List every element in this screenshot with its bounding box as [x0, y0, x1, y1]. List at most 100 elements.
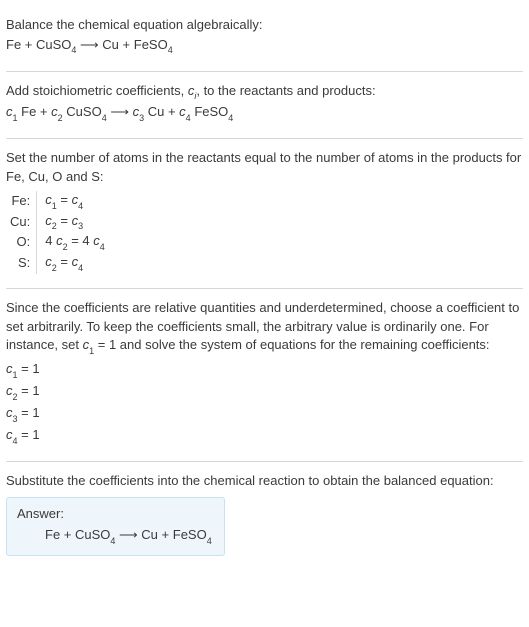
species-cuso: CuSO — [36, 37, 71, 52]
var-sub: 4 — [78, 201, 83, 211]
num-prefix: 4 — [82, 233, 93, 248]
divider — [6, 138, 523, 139]
intro-text: Balance the chemical equation algebraica… — [6, 16, 523, 35]
answer-label: Answer: — [17, 506, 212, 521]
atom-balance-text: Set the number of atoms in the reactants… — [6, 149, 523, 187]
section-solve: Since the coefficients are relative quan… — [6, 291, 523, 460]
text-part: , to the reactants and products: — [196, 83, 375, 98]
species-cuso: CuSO — [66, 104, 101, 119]
species-fe: Fe — [45, 527, 60, 542]
var-sub: 2 — [13, 392, 18, 402]
element-label: O: — [6, 232, 37, 253]
species-cu: Cu — [102, 37, 119, 52]
var-c: c — [93, 233, 100, 248]
coeff-c: c — [179, 104, 186, 119]
answer-equation: Fe + CuSO4 ⟶ Cu + FeSO4 — [17, 527, 212, 545]
subscript-4: 4 — [168, 45, 173, 55]
section-answer: Substitute the coefficients into the che… — [6, 464, 523, 567]
table-row: Cu: c2 = c3 — [6, 212, 109, 233]
subscript-4: 4 — [110, 536, 115, 546]
var-c: c — [45, 213, 52, 228]
atom-balance-table: Fe: c1 = c4 Cu: c2 = c3 O: 4 c2 = 4 c4 S… — [6, 191, 109, 274]
table-row: S: c2 = c4 — [6, 253, 109, 274]
coefficient-list: c1 = 1 c2 = 1 c3 = 1 c4 = 1 — [6, 359, 523, 447]
divider — [6, 71, 523, 72]
subscript-4: 4 — [207, 536, 212, 546]
coeff-line: c1 = 1 — [6, 359, 523, 381]
var-sub: 4 — [100, 242, 105, 252]
var-sub: 1 — [52, 201, 57, 211]
plus: + — [158, 527, 173, 542]
species-cu: Cu — [148, 104, 165, 119]
var-sub: 2 — [63, 242, 68, 252]
var-c: c — [56, 233, 63, 248]
page-container: Balance the chemical equation algebraica… — [0, 0, 529, 576]
var-sub: 2 — [52, 221, 57, 231]
var-sub: 3 — [13, 414, 18, 424]
species-fe: Fe — [21, 104, 36, 119]
value: = 1 — [18, 405, 40, 420]
arrow-icon: ⟶ — [115, 527, 141, 542]
arrow-icon: ⟶ — [107, 104, 133, 119]
stoich-text: Add stoichiometric coefficients, ci, to … — [6, 82, 523, 103]
var-c: c — [6, 427, 13, 442]
balance-eq: 4 c2 = 4 c4 — [37, 232, 109, 253]
species-fe: Fe — [6, 37, 21, 52]
var-sub: 1 — [13, 370, 18, 380]
divider — [6, 461, 523, 462]
coeff-sub: 2 — [58, 113, 63, 123]
var-sub: 2 — [52, 263, 57, 273]
equals: = — [57, 192, 72, 207]
answer-box: Answer: Fe + CuSO4 ⟶ Cu + FeSO4 — [6, 497, 225, 556]
answer-intro: Substitute the coefficients into the che… — [6, 472, 523, 491]
table-row: O: 4 c2 = 4 c4 — [6, 232, 109, 253]
element-label: Fe: — [6, 191, 37, 212]
var-c: c — [45, 254, 52, 269]
coeff-sub: 4 — [186, 113, 191, 123]
balance-eq: c2 = c3 — [37, 212, 109, 233]
section-atom-balance: Set the number of atoms in the reactants… — [6, 141, 523, 285]
coeff-c: c — [6, 104, 13, 119]
divider — [6, 288, 523, 289]
section-balance-intro: Balance the chemical equation algebraica… — [6, 8, 523, 69]
text-part: = 1 and solve the system of equations fo… — [94, 337, 489, 352]
equals: = — [57, 213, 72, 228]
var-sub: 3 — [78, 221, 83, 231]
num-prefix: 4 — [45, 233, 56, 248]
var-sub: 4 — [78, 263, 83, 273]
section-stoichiometric: Add stoichiometric coefficients, ci, to … — [6, 74, 523, 137]
species-feso: FeSO — [134, 37, 168, 52]
element-label: Cu: — [6, 212, 37, 233]
equals: = — [57, 254, 72, 269]
plus: + — [164, 104, 179, 119]
subscript-4: 4 — [228, 113, 233, 123]
coeff-line: c4 = 1 — [6, 425, 523, 447]
equation-original: Fe + CuSO4 ⟶ Cu + FeSO4 — [6, 35, 523, 57]
coeff-sub: 3 — [139, 113, 144, 123]
coeff-c: c — [51, 104, 58, 119]
balance-eq: c2 = c4 — [37, 253, 109, 274]
value: = 1 — [18, 383, 40, 398]
var-c: c — [6, 361, 13, 376]
plus: + — [119, 37, 134, 52]
coeff-sub: 1 — [13, 113, 18, 123]
table-row: Fe: c1 = c4 — [6, 191, 109, 212]
element-label: S: — [6, 253, 37, 274]
var-c: c — [6, 383, 13, 398]
equation-with-coeffs: c1 Fe + c2 CuSO4 ⟶ c3 Cu + c4 FeSO4 — [6, 102, 523, 124]
value: = 1 — [18, 427, 40, 442]
arrow-icon: ⟶ — [76, 37, 102, 52]
species-cu: Cu — [141, 527, 158, 542]
solve-text: Since the coefficients are relative quan… — [6, 299, 523, 357]
var-sub: 1 — [89, 346, 94, 356]
subscript-4: 4 — [102, 113, 107, 123]
plus: + — [60, 527, 75, 542]
value: = 1 — [18, 361, 40, 376]
balance-eq: c1 = c4 — [37, 191, 109, 212]
var-c: c — [45, 192, 52, 207]
coeff-line: c2 = 1 — [6, 381, 523, 403]
plus: + — [36, 104, 51, 119]
var-c: c — [6, 405, 13, 420]
text-part: Add stoichiometric coefficients, — [6, 83, 188, 98]
equals: = — [68, 233, 83, 248]
